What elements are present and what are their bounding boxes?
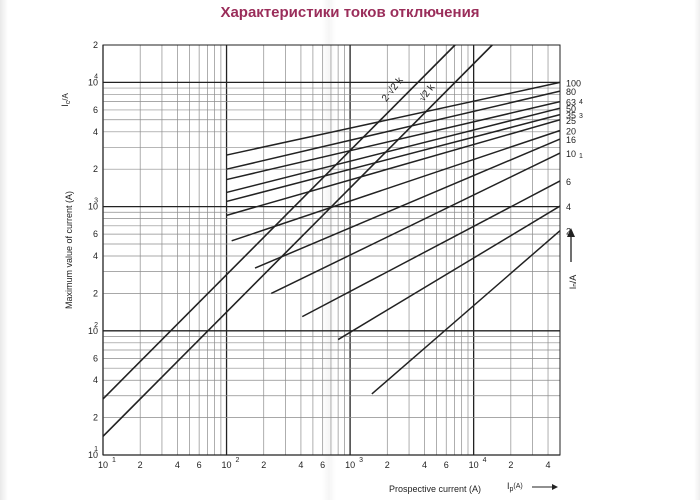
right-axis-label: Iₙ/A [568, 275, 578, 290]
series-line [226, 113, 561, 203]
y-tick-label: 10 [88, 450, 98, 460]
right-side-mark: 3 [579, 113, 583, 120]
x-axis-symbol-sub: p [510, 486, 514, 493]
tick-labels: 10 1 2 4 6 10 2 2 4 6 10 3 2 4 6 10 4 2 410124610224610324… [88, 40, 551, 470]
page-fold [322, 0, 336, 500]
series-label: 2 [566, 227, 571, 237]
chart-grid [102, 44, 561, 456]
x-tick-label: 10 [98, 460, 108, 470]
y-tick-label: 2 [93, 413, 98, 423]
series-line [270, 152, 561, 295]
series-label: 25 [566, 116, 576, 126]
y-tick-label: 4 [93, 375, 98, 385]
y-tick-label: 10 [88, 326, 98, 336]
series-label: 100 [566, 78, 581, 88]
series-line [371, 230, 561, 395]
x-tick-label: 4 [546, 460, 551, 470]
series-line [226, 100, 561, 181]
x-tick-exponent: 2 [236, 457, 240, 464]
x-tick-label: 4 [175, 460, 180, 470]
page-left-edge [0, 0, 8, 500]
x-tick-exponent: 3 [359, 457, 363, 464]
series-line [226, 81, 561, 156]
y-axis-symbol-sub: c [65, 100, 72, 104]
x-tick-exponent: 4 [483, 457, 487, 464]
y-axis-symbol-unit: /A [61, 93, 70, 101]
x-tick-label: 6 [444, 460, 449, 470]
series-label: 63 [566, 98, 576, 108]
y-tick-label: 4 [93, 127, 98, 137]
x-tick-label: 2 [261, 460, 266, 470]
y-tick-exponent: 3 [94, 198, 98, 205]
reference-line [102, 44, 456, 400]
x-axis-symbol: Ip(A) [507, 481, 523, 493]
y-tick-label: 4 [93, 251, 98, 261]
series-line [301, 180, 561, 318]
page-right-edge [694, 0, 700, 500]
x-tick-exponent: 1 [112, 457, 116, 464]
x-tick-label: 10 [222, 460, 232, 470]
series-line [226, 90, 561, 170]
y-tick-label: 10 [88, 202, 98, 212]
reference-line-label: 2·√2 k [379, 74, 406, 104]
x-tick-label: 2 [508, 460, 513, 470]
x-axis-arrowhead [552, 484, 558, 490]
right-side-mark: 1 [579, 153, 583, 160]
right-side-mark: 4 [579, 99, 583, 106]
series-label: 6 [566, 177, 571, 187]
x-tick-label: 6 [320, 460, 325, 470]
y-tick-exponent: 1 [94, 446, 98, 453]
series-line [231, 129, 561, 242]
y-tick-exponent: 2 [94, 322, 98, 329]
series-label: 16 [566, 135, 576, 145]
y-axis-label: Maximum value of current (A) [64, 191, 74, 309]
y-tick-exponent: 4 [94, 73, 98, 80]
series-label: 4 [566, 202, 571, 212]
x-tick-label: 4 [298, 460, 303, 470]
series-line [226, 119, 561, 217]
series-line [337, 205, 561, 341]
y-tick-label: 2 [93, 288, 98, 298]
x-tick-label: 6 [197, 460, 202, 470]
x-axis-symbol-unit: (A) [513, 483, 522, 490]
x-tick-label: 2 [138, 460, 143, 470]
x-tick-label: 2 [385, 460, 390, 470]
reference-line [102, 44, 493, 437]
y-tick-label: 6 [93, 353, 98, 363]
page-title: Характеристики токов отключения [220, 4, 480, 21]
series-line [226, 107, 561, 194]
y-tick-label: 10 [88, 77, 98, 87]
series-line [254, 138, 561, 269]
right-axis-arrowhead [567, 228, 575, 237]
x-tick-label: 4 [422, 460, 427, 470]
y-axis-symbol: Ic/A [60, 93, 72, 107]
y-tick-label: 2 [93, 40, 98, 50]
y-tick-label: 6 [93, 105, 98, 115]
reference-lines: 2·√2 k √2 k [102, 44, 493, 437]
series-label: 35 [566, 111, 576, 121]
series-label: 80 [566, 87, 576, 97]
y-tick-label: 6 [93, 229, 98, 239]
series-label: 20 [566, 126, 576, 136]
reference-line-label: √2 k [416, 81, 438, 104]
x-axis-label: Prospective current (A) [389, 484, 481, 494]
plot-frame [102, 44, 561, 456]
y-tick-label: 2 [93, 164, 98, 174]
series-label: 10 [566, 149, 576, 159]
x-tick-label: 10 [469, 460, 479, 470]
x-tick-label: 10 [345, 460, 355, 470]
series-label: 50 [566, 104, 576, 114]
